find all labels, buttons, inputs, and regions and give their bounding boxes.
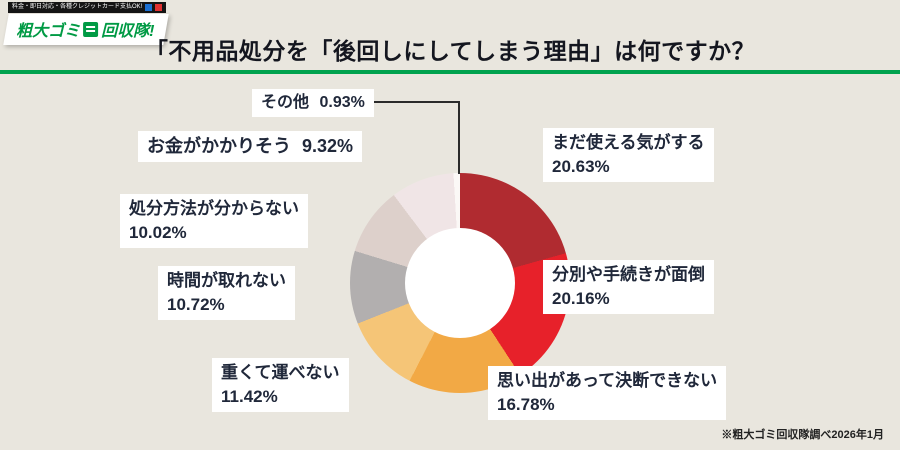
slice-label-sonota: その他 0.93% [252, 89, 374, 118]
leader-line-sonota [372, 101, 460, 174]
logo-topbar-text: 料金・即日対応・各種クレジットカード支払OK! [12, 4, 143, 10]
slice-label-pct: 10.02% [129, 222, 187, 242]
slice-label-okane: お金がかかりそう 9.32% [138, 131, 363, 163]
slice-label-pct: 16.78% [497, 394, 555, 414]
slice-label-mada-tsukaeru: まだ使える気がする 20.63% [543, 128, 714, 182]
slice-label-pct: 11.42% [221, 386, 278, 406]
slice-label-jikan: 時間が取れない 10.72% [158, 266, 295, 320]
slice-label-text: その他 [261, 94, 310, 111]
slice-label-text: 分別や手続きが面倒 [552, 265, 705, 284]
slice-label-pct: 10.72% [167, 294, 225, 314]
payment-badge-icon [155, 4, 163, 11]
slice-label-omokute: 重くて運べない 11.42% [212, 358, 349, 412]
slice-label-pct: 20.63% [552, 156, 610, 176]
slice-label-shobun-houhou: 処分方法が分からない 10.02% [120, 194, 308, 248]
donut-hole [405, 228, 515, 338]
slice-label-text: お金がかかりそう [147, 136, 291, 156]
slice-label-pct: 20.16% [552, 288, 610, 308]
slice-label-pct: 9.32% [302, 136, 354, 156]
title-underline [0, 70, 900, 74]
slice-label-text: まだ使える気がする [552, 133, 705, 152]
slice-label-text: 重くて運べない [221, 363, 340, 382]
source-note: ※粗大ゴミ回収隊調べ2026年1月 [721, 429, 884, 441]
page-title: 「不用品処分を「後回しにしてしまう理由」は何ですか？ [144, 38, 756, 64]
logo-topbar: 料金・即日対応・各種クレジットカード支払OK! [8, 2, 167, 13]
slice-label-bunbetsu: 分別や手続きが面倒 20.16% [543, 260, 714, 314]
slice-label-text: 思い出があって決断できない [497, 371, 718, 390]
payment-badge-icon [145, 4, 153, 11]
slice-label-pct: 0.93% [319, 94, 365, 111]
slice-label-text: 時間が取れない [167, 271, 286, 290]
slice-label-text: 処分方法が分からない [129, 199, 299, 218]
slice-label-omoide: 思い出があって決断できない 16.78% [488, 366, 727, 420]
